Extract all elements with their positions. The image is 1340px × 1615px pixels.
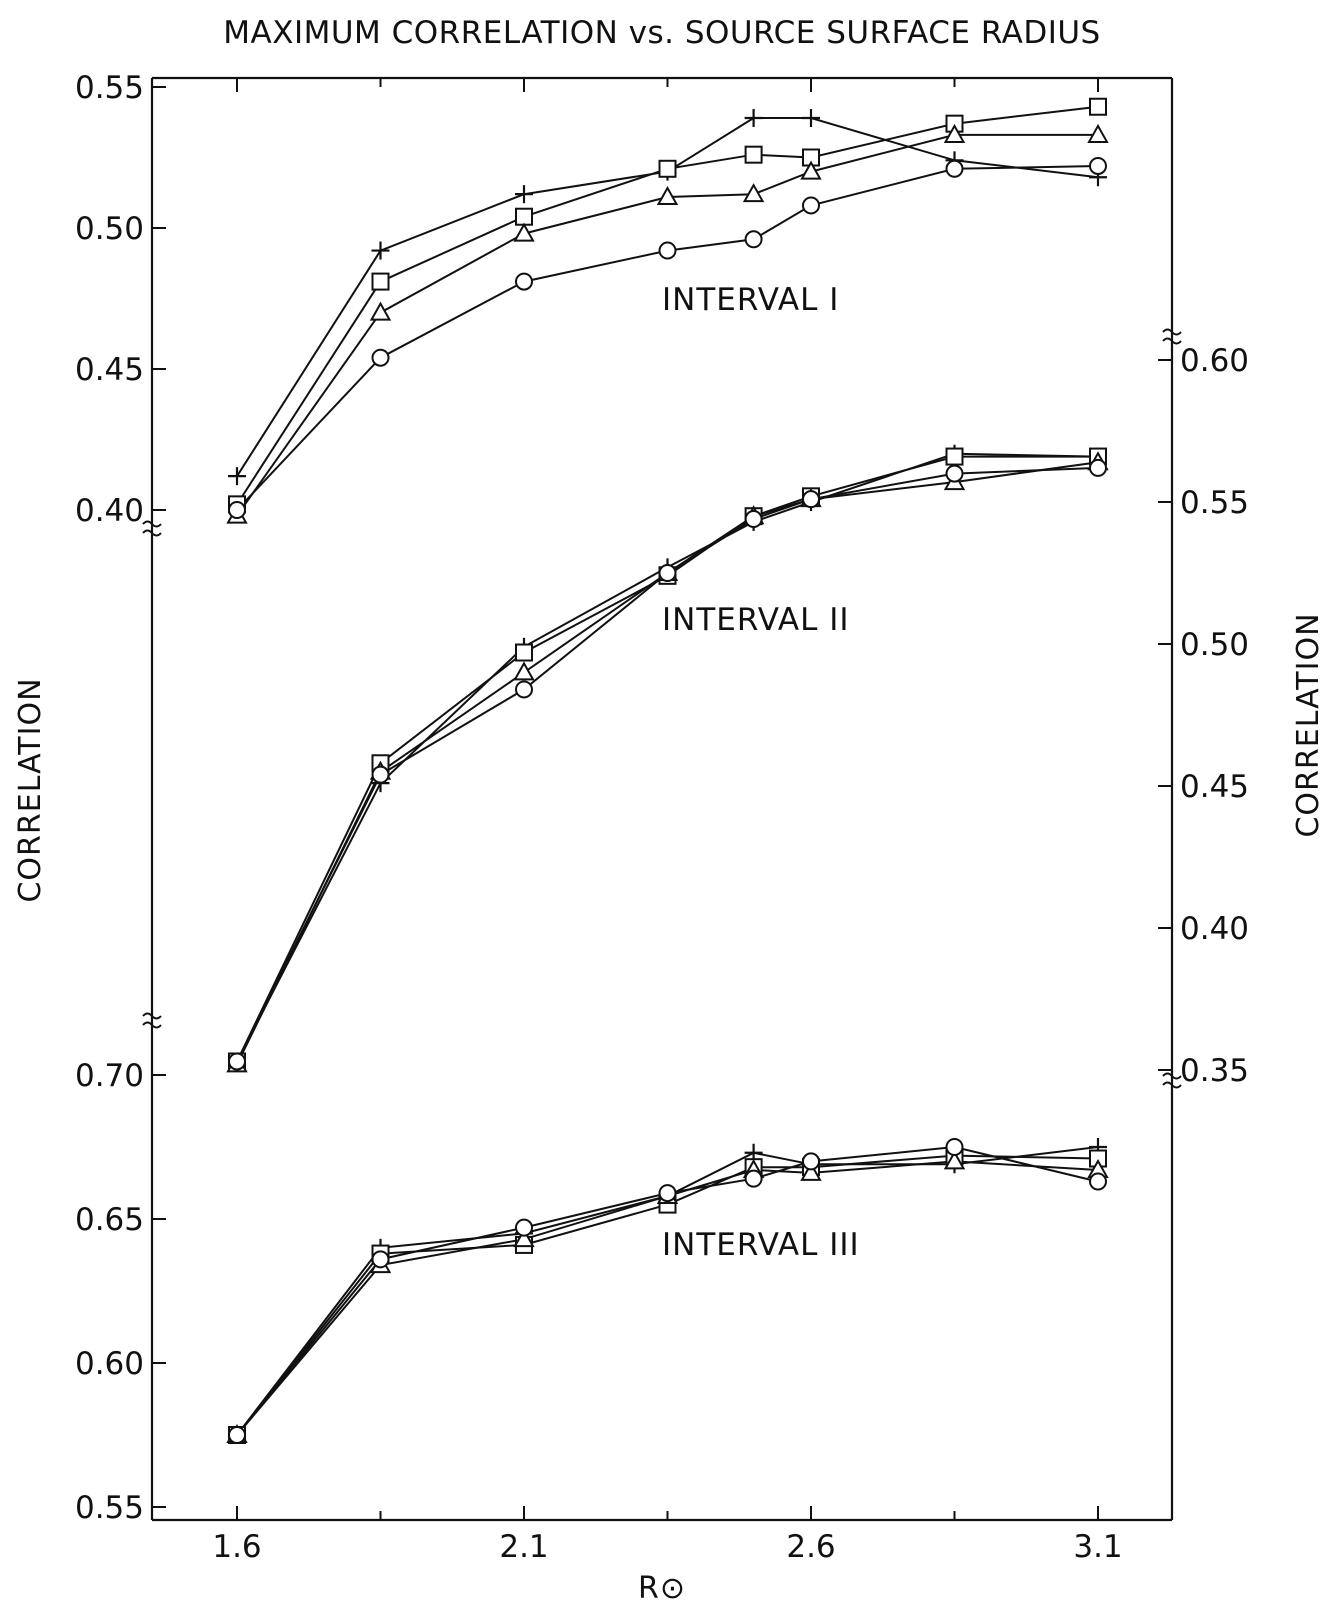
panel-0-series-2-point-7 bbox=[1087, 123, 1109, 143]
panel-0-y-tick-label-1: 0.50 bbox=[75, 211, 144, 247]
panel-1-series-3-point-6 bbox=[945, 464, 964, 483]
left-axis-break-upper bbox=[142, 520, 162, 537]
panel-1-series-1-point-6 bbox=[945, 447, 964, 466]
panel-1-label: INTERVAL II bbox=[662, 602, 850, 638]
panel-2-series-3-line bbox=[236, 1145, 1099, 1436]
panel-2-series-3-point-4 bbox=[744, 1169, 763, 1188]
panel-2-series-3-point-2 bbox=[515, 1218, 533, 1237]
panel-1-y-tick-label-2: 0.50 bbox=[1180, 627, 1249, 663]
panel-0-series-2-point-2 bbox=[513, 222, 535, 242]
x-tick-label-2: 2.6 bbox=[786, 1529, 835, 1565]
panel-1-series-3-point-3 bbox=[658, 564, 677, 582]
panel-0-series-2-point-1 bbox=[369, 301, 392, 321]
panel-2-y-tick-label-1: 0.65 bbox=[75, 1202, 144, 1238]
panel-1-series-2-line bbox=[236, 461, 1099, 1065]
panel-1-y-tick-label-1: 0.55 bbox=[1180, 485, 1249, 521]
panel-1-series-1-line bbox=[236, 455, 1098, 1062]
panel-0-series-3-point-2 bbox=[515, 272, 533, 291]
x-tick-label-0: 1.6 bbox=[212, 1529, 261, 1565]
right-axis-break-lower bbox=[1162, 1072, 1182, 1089]
panel-2-series-2-point-6 bbox=[943, 1150, 966, 1170]
x-tick-label-3: 3.1 bbox=[1073, 1529, 1122, 1565]
panel-0-y-tick-label-2: 0.45 bbox=[75, 352, 144, 388]
panel-1-series-3-point-2 bbox=[515, 680, 533, 699]
panel-2-label: INTERVAL III bbox=[662, 1227, 860, 1263]
panel-2-series-3-point-6 bbox=[945, 1138, 964, 1156]
chart-title: MAXIMUM CORRELATION vs. SOURCE SURFACE R… bbox=[223, 15, 1100, 51]
panel-1-series-3-line bbox=[236, 466, 1099, 1062]
panel-1-y-tick-label-5: 0.35 bbox=[1180, 1053, 1249, 1089]
panel-0-series-1-point-3 bbox=[658, 159, 677, 178]
panel-0-series-1-line bbox=[236, 105, 1099, 505]
panel-0-series-1-point-7 bbox=[1089, 97, 1107, 116]
panel-0-series-1-point-2 bbox=[515, 207, 533, 226]
panel-1-y-tick-label-4: 0.40 bbox=[1180, 911, 1249, 947]
panel-2-series-2-line bbox=[236, 1160, 1099, 1436]
panel-2-series-3-point-0 bbox=[228, 1426, 246, 1444]
panel-1-series-2-point-2 bbox=[513, 661, 535, 681]
panel-0-series-2-point-4 bbox=[742, 183, 765, 203]
panel-0-series-3-point-6 bbox=[945, 159, 964, 178]
x-tick-label-1: 2.1 bbox=[499, 1529, 548, 1565]
panel-2-series-3-point-3 bbox=[658, 1184, 677, 1203]
panel-1-y-tick-label-0: 0.60 bbox=[1180, 343, 1249, 379]
panel-0-series-1-point-4 bbox=[744, 145, 763, 164]
panel-0-series-3-point-7 bbox=[1089, 156, 1107, 175]
panel-0-series-2-point-3 bbox=[656, 185, 679, 205]
panel-2-series-3-point-1 bbox=[371, 1250, 390, 1269]
panel-1-series-3-point-4 bbox=[744, 510, 763, 529]
panel-1-y-tick-label-3: 0.45 bbox=[1180, 769, 1249, 805]
x-axis-title: R⊙ bbox=[638, 1571, 686, 1606]
panel-0-series-3-point-4 bbox=[744, 230, 763, 249]
panel-1-series-3-point-1 bbox=[371, 765, 390, 784]
panel-1-series-1-point-2 bbox=[515, 643, 533, 662]
panel-0-series-3-point-5 bbox=[802, 196, 820, 215]
panel-2-y-tick-label-2: 0.60 bbox=[75, 1346, 144, 1382]
panel-2-y-tick-label-3: 0.55 bbox=[75, 1490, 144, 1526]
panel-0-label: INTERVAL I bbox=[662, 282, 839, 318]
panel-2-series-2-point-5 bbox=[800, 1161, 822, 1181]
panel-0-series-2-point-6 bbox=[943, 123, 966, 143]
panel-0-series-0-point-1 bbox=[371, 241, 390, 260]
y-axis-title-right: CORRELATION bbox=[1291, 612, 1326, 837]
panel-2-y-tick-label-0: 0.70 bbox=[75, 1058, 144, 1094]
panel-0-series-0-line bbox=[236, 117, 1099, 477]
panel-0-series-3-point-3 bbox=[658, 241, 677, 260]
panel-0-series-2-line bbox=[236, 133, 1098, 517]
panel-0-series-3-point-1 bbox=[371, 348, 390, 367]
panel-0-y-tick-label-0: 0.55 bbox=[75, 70, 144, 106]
panel-1-series-3-point-0 bbox=[228, 1052, 246, 1071]
y-axis-title-left: CORRELATION bbox=[13, 677, 48, 902]
panel-0-series-0-point-5 bbox=[802, 109, 820, 128]
panel-0-series-0-point-4 bbox=[744, 109, 763, 128]
left-axis-break-lower bbox=[142, 1012, 162, 1029]
panel-0-y-tick-label-3: 0.40 bbox=[75, 493, 144, 529]
panel-1-series-3-point-5 bbox=[802, 490, 820, 509]
right-axis-break-upper bbox=[1162, 328, 1182, 345]
panel-1-series-0-line bbox=[236, 452, 1099, 1062]
panel-1-series-3-point-7 bbox=[1089, 458, 1107, 477]
plot-layer: 1.6 2.1 2.6 3.1 0.55 0.50 0.45 0.40 INTERVAL I 0.… bbox=[75, 70, 1249, 1565]
panel-0-series-2-point-5 bbox=[800, 160, 822, 180]
panel-0-series-3-point-0 bbox=[228, 501, 246, 519]
panel-2-series-2-point-2 bbox=[513, 1228, 535, 1248]
panel-0-series-0-point-0 bbox=[228, 467, 246, 486]
panel-0-series-1-point-1 bbox=[371, 272, 390, 291]
panel-0-series-0-point-2 bbox=[515, 185, 533, 204]
panel-2-series-3-point-7 bbox=[1089, 1172, 1107, 1191]
panel-0-series-3-line bbox=[236, 165, 1099, 511]
panel-2-series-3-point-5 bbox=[802, 1152, 820, 1171]
